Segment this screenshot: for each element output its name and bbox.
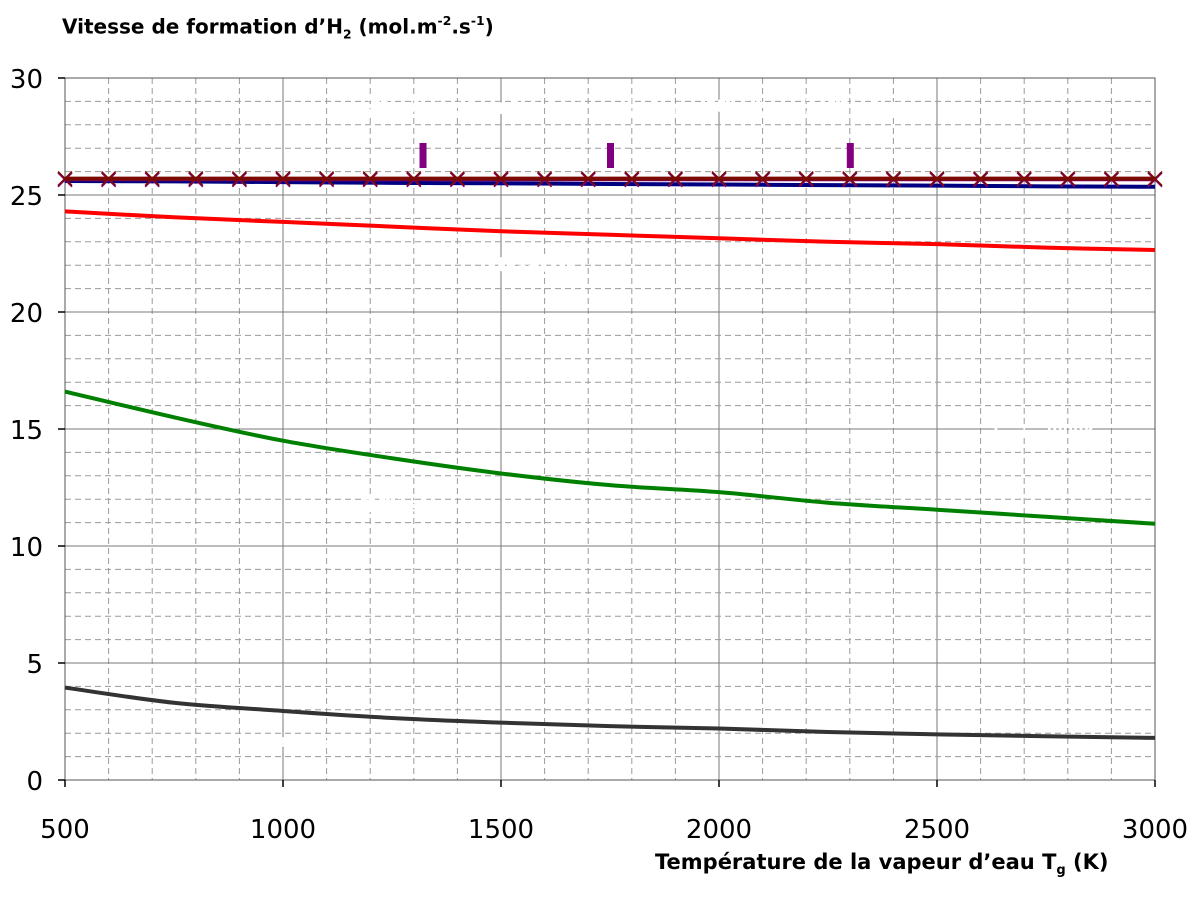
annotation-high-sup-b: -1: [541, 98, 557, 115]
y-tick-label: 20: [10, 299, 43, 329]
series-line-10-2-atm: [64, 389, 1156, 526]
annotation-high-sup-a: -2: [504, 98, 520, 115]
y-tick-label: 30: [10, 65, 43, 95]
annotation-atm-03-sup: -3: [271, 736, 287, 752]
annotation-high-main: 25.7 mol m: [366, 94, 505, 120]
data-point-marker: [973, 171, 989, 187]
data-point-marker: [275, 171, 291, 187]
data-point-marker: [711, 171, 727, 187]
y-axis-title-sub: 2: [342, 26, 352, 42]
annotation-atm-01-pre: 10: [482, 252, 512, 277]
data-point-marker: [1147, 171, 1163, 187]
data-point-marker: [406, 171, 422, 187]
series-line-10-1-atm: [64, 209, 1156, 252]
x-axis-title-sub: g: [1056, 863, 1066, 879]
annotation-atm-01: 10 -1 atm: [395, 240, 660, 289]
x-tick-label: 2500: [904, 815, 970, 845]
x-tick-label: 1500: [468, 815, 534, 845]
data-point-marker: [1103, 171, 1119, 187]
annotation-high-mid: .s: [519, 94, 542, 120]
x-tick-label: 500: [40, 815, 90, 845]
annotation-tcomb-post: =3000K: [1029, 423, 1096, 441]
data-point-marker: [231, 171, 247, 187]
data-point-marker: [624, 171, 640, 187]
chart-ticks: 500 1000 1500 2000 2500 3000 0 5 10 15 20 25 30: [10, 65, 1188, 845]
annotation-callouts: [419, 143, 854, 168]
annotation-atm-03-post: atm: [286, 732, 333, 757]
annotation-atm-02-sup: -2: [391, 496, 407, 512]
data-point-marker: [885, 171, 901, 187]
data-point-marker: [362, 171, 378, 187]
data-point-marker: [929, 171, 945, 187]
annotation-atm-02: 10 -2 atm: [275, 480, 540, 529]
annotation-atm-02-pre: 10: [362, 492, 392, 517]
data-point-marker: [667, 171, 683, 187]
x-axis-title: Température de la vapeur d’eau Tg (K): [655, 850, 1109, 878]
data-point-marker: [101, 171, 117, 187]
annotation-atm-01-post: atm: [526, 252, 573, 277]
annotation-atm-01-sup: -1: [511, 256, 527, 272]
series-line-1-atm: [64, 178, 1156, 189]
y-tick-label: 5: [26, 650, 43, 680]
x-tick-label: 3000: [1122, 815, 1188, 845]
y-axis-title-unit-b: .s: [451, 14, 471, 39]
y-tick-label: 15: [10, 416, 43, 446]
data-point-marker: [755, 171, 771, 187]
y-axis-title-unit-c: ): [484, 14, 494, 39]
annotation-high-pressure: 25.7 mol m -2 .s -1 pour 1atm, 10 atm, 100 …: [299, 71, 973, 143]
y-tick-label: 0: [26, 767, 43, 797]
y-axis-title: Vitesse de formation d’H2 (mol.m-2.s-1): [62, 13, 494, 42]
annotation-tcomb-sub: comb: [1001, 426, 1030, 438]
x-axis-title-main: Température de la vapeur d’eau T: [655, 850, 1057, 874]
y-tick-label: 10: [10, 533, 43, 563]
data-point-marker: [1016, 171, 1032, 187]
data-point-marker: [1060, 171, 1076, 187]
data-point-marker: [144, 171, 160, 187]
data-point-marker: [580, 171, 596, 187]
annotation-tcomb-main: T: [990, 423, 1002, 441]
data-point-marker: [798, 171, 814, 187]
data-point-marker: [188, 171, 204, 187]
chart-series: [57, 171, 1163, 740]
callout-connector: [607, 143, 614, 168]
y-tick-label: 25: [10, 182, 43, 212]
annotation-atm-03: 10 -3 atm: [155, 720, 420, 769]
data-point-marker: [842, 171, 858, 187]
y-axis-title-sup-b: -1: [470, 13, 485, 29]
callout-connector: [846, 143, 854, 168]
x-tick-label: 2000: [686, 815, 752, 845]
y-axis-title-unit-a: (mol.m: [351, 14, 438, 39]
y-axis-title-sup-a: -2: [437, 13, 452, 29]
data-point-marker: [493, 171, 509, 187]
x-axis-title-unit: (K): [1065, 850, 1109, 874]
x-tick-label: 1000: [250, 815, 316, 845]
series-line-10-3-atm: [64, 685, 1156, 740]
annotation-atm-03-pre: 10: [242, 732, 272, 757]
data-point-marker: [319, 171, 335, 187]
data-point-marker: [57, 171, 73, 187]
callout-connector: [419, 143, 427, 168]
annotation-high-tail: pour 1atm, 10 atm, 100 atm: [556, 94, 906, 120]
data-point-marker: [537, 171, 553, 187]
y-axis-title-main: Vitesse de formation d’H: [62, 14, 343, 39]
data-point-marker: [449, 171, 465, 187]
annotation-atm-02-post: atm: [406, 492, 453, 517]
